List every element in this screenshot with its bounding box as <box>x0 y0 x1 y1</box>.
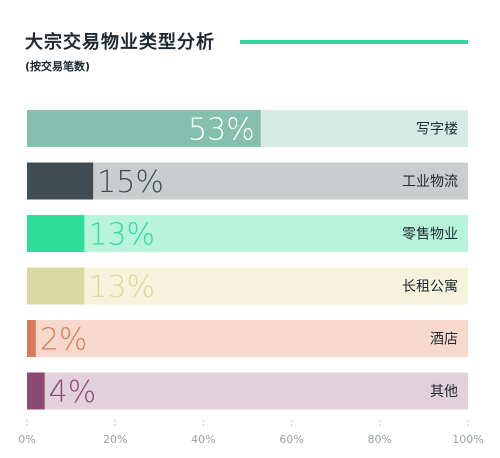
title-accent-line <box>240 40 468 44</box>
x-tick-label: 0% <box>18 433 35 446</box>
x-tick-label: 40% <box>191 433 215 446</box>
x-tick-label: 20% <box>103 433 127 446</box>
chart-title: 大宗交易物业类型分析 <box>25 32 215 53</box>
bar <box>27 372 45 410</box>
bar <box>27 162 94 200</box>
bar <box>27 320 36 357</box>
data-label: 13% <box>88 218 155 253</box>
bar <box>27 215 85 252</box>
bar-track <box>27 267 468 305</box>
data-label: 4% <box>49 375 97 410</box>
data-label: 53% <box>188 113 255 148</box>
bar-track <box>27 320 468 357</box>
bar <box>27 267 85 305</box>
category-label: 写字楼 <box>416 122 458 138</box>
bar-track <box>27 372 468 410</box>
bar <box>27 110 261 147</box>
chart-subtitle: (按交易笔数) <box>25 60 91 73</box>
bar-track <box>27 215 468 252</box>
data-label: 13% <box>88 270 155 305</box>
category-label: 酒店 <box>430 332 458 348</box>
x-tick-label: 100% <box>452 433 483 446</box>
category-label: 其他 <box>430 384 458 400</box>
data-label: 2% <box>40 323 88 358</box>
x-tick-label: 60% <box>279 433 303 446</box>
bar-track <box>27 162 468 200</box>
category-label: 工业物流 <box>402 174 458 190</box>
category-label: 零售物业 <box>402 227 458 243</box>
x-tick-label: 80% <box>368 433 392 446</box>
data-label: 15% <box>97 165 164 200</box>
category-label: 长租公寓 <box>402 278 458 295</box>
